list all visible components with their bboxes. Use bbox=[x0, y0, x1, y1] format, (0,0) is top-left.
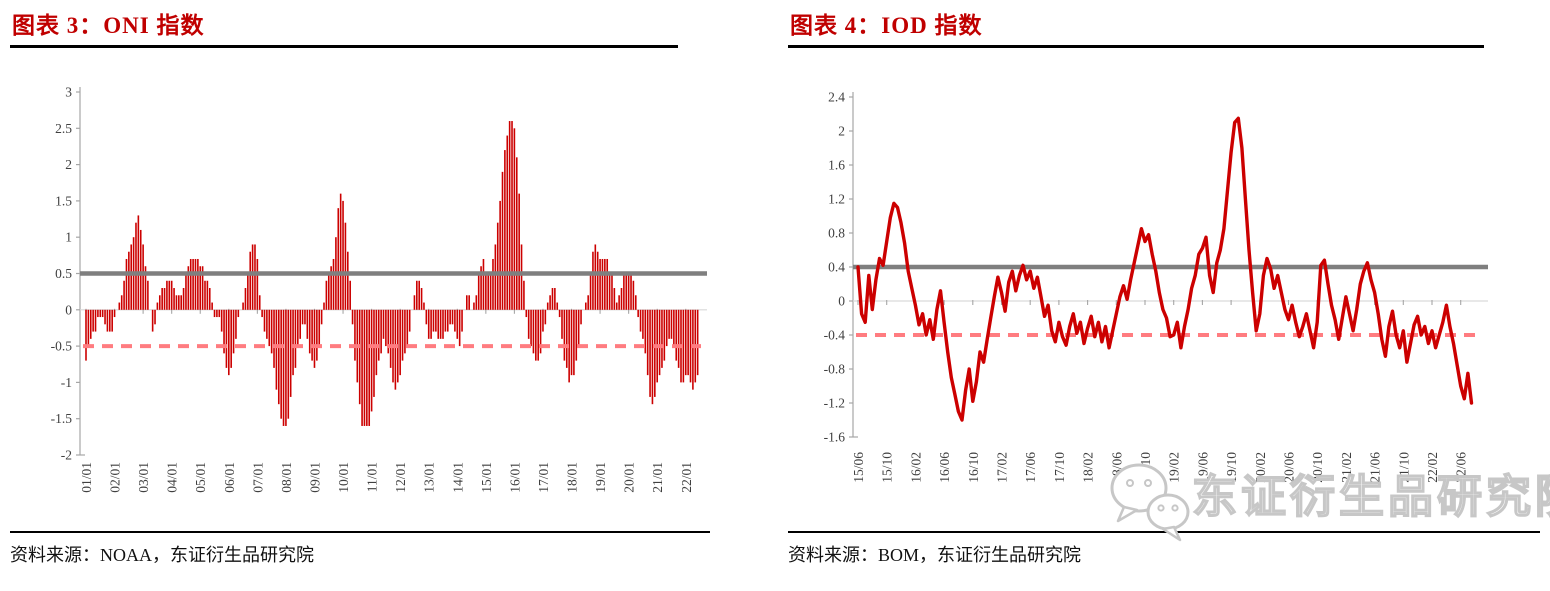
svg-text:06/01: 06/01 bbox=[222, 462, 237, 493]
svg-text:19/02: 19/02 bbox=[1167, 452, 1182, 483]
svg-text:03/01: 03/01 bbox=[136, 462, 151, 493]
figure-iod: 图表 4：IOD 指数 2.4 2 1.6 1.2 0.8 0.4 0 -0.4 -0.8 -1.… bbox=[788, 0, 1550, 591]
figure-oni-source: 资料来源：NOAA，东证衍生品研究院 bbox=[10, 531, 710, 567]
svg-text:1.2: 1.2 bbox=[828, 192, 845, 207]
figure-oni: 图表 3：ONI 指数 3 2.5 2 1.5 1 0.5 0 -0.5 -1 -1.5 -2 01/… bbox=[10, 0, 722, 591]
svg-text:14/01: 14/01 bbox=[450, 462, 465, 493]
oni-bar-chart: 3 2.5 2 1.5 1 0.5 0 -0.5 -1 -1.5 -2 01/01 02/01 03/01… bbox=[51, 85, 707, 493]
svg-text:20/06: 20/06 bbox=[1282, 452, 1297, 483]
svg-text:17/10: 17/10 bbox=[1052, 452, 1067, 483]
svg-text:18/06: 18/06 bbox=[1109, 452, 1124, 483]
svg-text:21/10: 21/10 bbox=[1396, 452, 1411, 483]
svg-text:16/06: 16/06 bbox=[937, 452, 952, 483]
svg-text:21/06: 21/06 bbox=[1368, 452, 1383, 483]
svg-text:-0.5: -0.5 bbox=[51, 339, 73, 354]
svg-text:15/10: 15/10 bbox=[880, 452, 895, 483]
svg-text:15/06: 15/06 bbox=[851, 452, 866, 483]
svg-text:19/01: 19/01 bbox=[593, 462, 608, 493]
svg-text:10/01: 10/01 bbox=[336, 462, 351, 493]
svg-text:13/01: 13/01 bbox=[422, 462, 437, 493]
svg-text:08/01: 08/01 bbox=[279, 462, 294, 493]
svg-text:17/06: 17/06 bbox=[1023, 452, 1038, 483]
svg-text:1: 1 bbox=[65, 230, 72, 245]
svg-text:1.6: 1.6 bbox=[828, 158, 845, 173]
figure-iod-title-rule bbox=[788, 45, 1484, 48]
svg-text:1.5: 1.5 bbox=[55, 193, 72, 208]
svg-text:19/10: 19/10 bbox=[1224, 452, 1239, 483]
svg-text:05/01: 05/01 bbox=[193, 462, 208, 493]
svg-text:22/06: 22/06 bbox=[1454, 452, 1469, 483]
svg-text:15/01: 15/01 bbox=[479, 462, 494, 493]
iod-line-series bbox=[856, 116, 1474, 422]
svg-text:17/02: 17/02 bbox=[995, 452, 1010, 483]
svg-text:11/01: 11/01 bbox=[365, 462, 380, 492]
figure-iod-source: 资料来源：BOM，东证衍生品研究院 bbox=[788, 531, 1540, 567]
x-axis: 01/01 02/01 03/01 04/01 05/01 06/01 07/01 08/01… bbox=[79, 308, 694, 493]
svg-text:07/01: 07/01 bbox=[250, 462, 265, 493]
svg-text:17/01: 17/01 bbox=[536, 462, 551, 493]
svg-text:02/01: 02/01 bbox=[108, 462, 123, 493]
svg-text:2: 2 bbox=[838, 124, 845, 139]
svg-text:2.4: 2.4 bbox=[828, 90, 845, 105]
svg-text:-1.6: -1.6 bbox=[824, 430, 846, 445]
svg-text:16/10: 16/10 bbox=[966, 452, 981, 483]
svg-text:21/02: 21/02 bbox=[1339, 452, 1354, 483]
svg-text:-0.8: -0.8 bbox=[824, 362, 846, 377]
iod-line-chart: 2.4 2 1.6 1.2 0.8 0.4 0 -0.4 -0.8 -1.2 -1.6 15/06 15… bbox=[824, 90, 1488, 483]
svg-text:0: 0 bbox=[838, 294, 845, 309]
svg-text:2: 2 bbox=[65, 157, 72, 172]
svg-text:-1.5: -1.5 bbox=[51, 411, 73, 426]
svg-text:18/10: 18/10 bbox=[1138, 452, 1153, 483]
svg-text:0: 0 bbox=[65, 302, 72, 317]
svg-text:12/01: 12/01 bbox=[393, 462, 408, 493]
svg-text:0.8: 0.8 bbox=[828, 226, 845, 241]
svg-text:0.5: 0.5 bbox=[55, 266, 72, 281]
svg-text:3: 3 bbox=[65, 85, 72, 100]
svg-text:-2: -2 bbox=[61, 448, 72, 463]
figure-oni-title: 图表 3：ONI 指数 bbox=[12, 13, 205, 38]
svg-text:04/01: 04/01 bbox=[165, 462, 180, 493]
svg-text:21/01: 21/01 bbox=[650, 462, 665, 493]
oni-bars bbox=[85, 121, 699, 426]
svg-text:16/01: 16/01 bbox=[507, 462, 522, 493]
svg-text:20/10: 20/10 bbox=[1310, 452, 1325, 483]
y-axis: 3 2.5 2 1.5 1 0.5 0 -0.5 -1 -1.5 -2 bbox=[51, 85, 85, 463]
svg-text:09/01: 09/01 bbox=[307, 462, 322, 493]
svg-text:-1.2: -1.2 bbox=[824, 396, 845, 411]
svg-text:18/01: 18/01 bbox=[565, 462, 580, 493]
svg-text:0.4: 0.4 bbox=[828, 260, 845, 275]
svg-text:19/06: 19/06 bbox=[1195, 452, 1210, 483]
svg-text:-0.4: -0.4 bbox=[824, 328, 846, 343]
svg-text:20/02: 20/02 bbox=[1253, 452, 1268, 483]
svg-text:-1: -1 bbox=[61, 375, 72, 390]
svg-text:01/01: 01/01 bbox=[79, 462, 94, 493]
svg-text:22/02: 22/02 bbox=[1425, 452, 1440, 483]
svg-text:2.5: 2.5 bbox=[55, 121, 72, 136]
y-axis: 2.4 2 1.6 1.2 0.8 0.4 0 -0.4 -0.8 -1.2 -1.6 bbox=[824, 90, 858, 445]
svg-text:16/02: 16/02 bbox=[908, 452, 923, 483]
figure-oni-title-rule bbox=[10, 45, 678, 48]
svg-text:22/01: 22/01 bbox=[679, 462, 694, 493]
figure-iod-title: 图表 4：IOD 指数 bbox=[790, 13, 983, 38]
svg-text:20/01: 20/01 bbox=[622, 462, 637, 493]
svg-text:18/02: 18/02 bbox=[1081, 452, 1096, 483]
